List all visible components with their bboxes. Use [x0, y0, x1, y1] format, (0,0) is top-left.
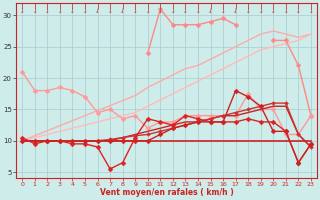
X-axis label: Vent moyen/en rafales ( km/h ): Vent moyen/en rafales ( km/h ): [100, 188, 234, 197]
